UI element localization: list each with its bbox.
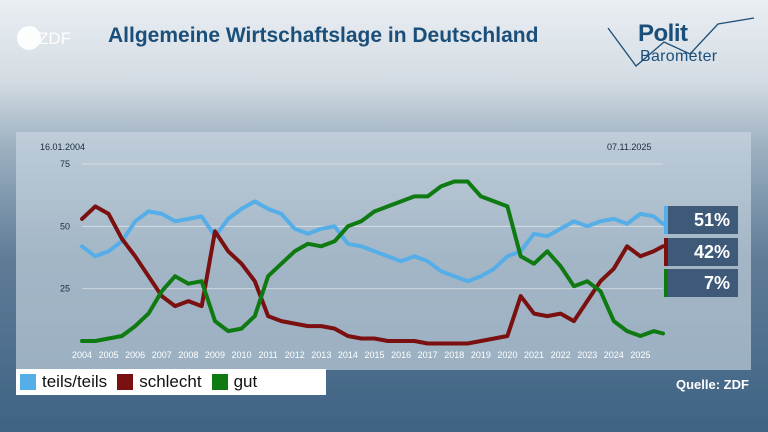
- x-tick-label: 2024: [604, 350, 624, 360]
- source-note: Quelle: ZDF: [676, 377, 749, 392]
- grid: [82, 163, 663, 290]
- x-tick-label: 2013: [311, 350, 331, 360]
- value-badge-gut: 7%: [668, 269, 738, 297]
- legend: teils/teils schlecht gut: [16, 369, 326, 395]
- x-tick-label: 2009: [205, 350, 225, 360]
- x-tick-label: 2012: [285, 350, 305, 360]
- y-tick-label: 25: [60, 284, 70, 294]
- start-date: 16.01.2004: [40, 142, 85, 152]
- legend-swatch-gut: [211, 374, 228, 390]
- badge-edge-schlecht: [664, 238, 669, 266]
- politbarometer-logo: [607, 17, 755, 67]
- brand-barometer: Barometer: [640, 48, 718, 65]
- x-tick-label: 2019: [471, 350, 491, 360]
- legend-label-schlecht: schlecht: [139, 372, 202, 391]
- badge-edge-teils: [664, 206, 669, 234]
- legend-label-teils: teils/teils: [42, 372, 108, 391]
- x-tick-label: 2004: [72, 350, 92, 360]
- series-gut: [80, 179, 665, 343]
- zdf-logo: ZDF: [17, 26, 71, 50]
- x-tick-label: 2005: [99, 350, 119, 360]
- badge-edge-gut: [664, 269, 669, 297]
- y-tick-label: 75: [60, 159, 70, 169]
- legend-swatch-schlecht: [117, 374, 134, 390]
- x-axis: 2004 2005 2006 2007 2008 2009 2010 2011 2012 2013…: [72, 350, 650, 360]
- x-tick-label: 2011: [258, 350, 277, 360]
- series-lines: [80, 179, 665, 346]
- brand-polit: Polit: [638, 20, 688, 47]
- x-tick-label: 2022: [551, 350, 571, 360]
- legend-item-teils: teils/teils: [20, 372, 107, 392]
- logo-text: ZDF: [38, 29, 71, 48]
- y-tick-label: 50: [60, 221, 70, 231]
- legend-label-gut: gut: [233, 372, 258, 391]
- x-tick-label: 2010: [232, 350, 252, 360]
- x-tick-label: 2017: [418, 350, 438, 360]
- x-tick-label: 2021: [524, 350, 544, 360]
- end-date: 07.11.2025: [607, 142, 651, 152]
- x-tick-label: 2008: [178, 350, 198, 360]
- x-tick-label: 2014: [338, 350, 358, 360]
- series-schlecht: [80, 204, 665, 346]
- chart-title: Allgemeine Wirtschaftslage in Deutschlan…: [108, 24, 539, 47]
- x-tick-label: 2006: [125, 350, 145, 360]
- y-axis: 25 50 75: [60, 159, 70, 294]
- x-tick-label: 2018: [444, 350, 464, 360]
- x-tick-label: 2023: [577, 350, 597, 360]
- value-badge-teils: 51%: [668, 206, 738, 234]
- x-tick-label: 2016: [391, 350, 411, 360]
- legend-swatch-teils: [20, 374, 36, 390]
- x-tick-label: 2025: [630, 350, 650, 360]
- x-tick-label: 2007: [152, 350, 172, 360]
- series-teils-teils: [80, 199, 665, 284]
- value-badge-schlecht: 42%: [668, 238, 738, 266]
- legend-item-schlecht: schlecht: [117, 372, 202, 392]
- x-tick-label: 2015: [364, 350, 384, 360]
- x-tick-label: 2020: [497, 350, 517, 360]
- legend-item-gut: gut: [211, 372, 258, 392]
